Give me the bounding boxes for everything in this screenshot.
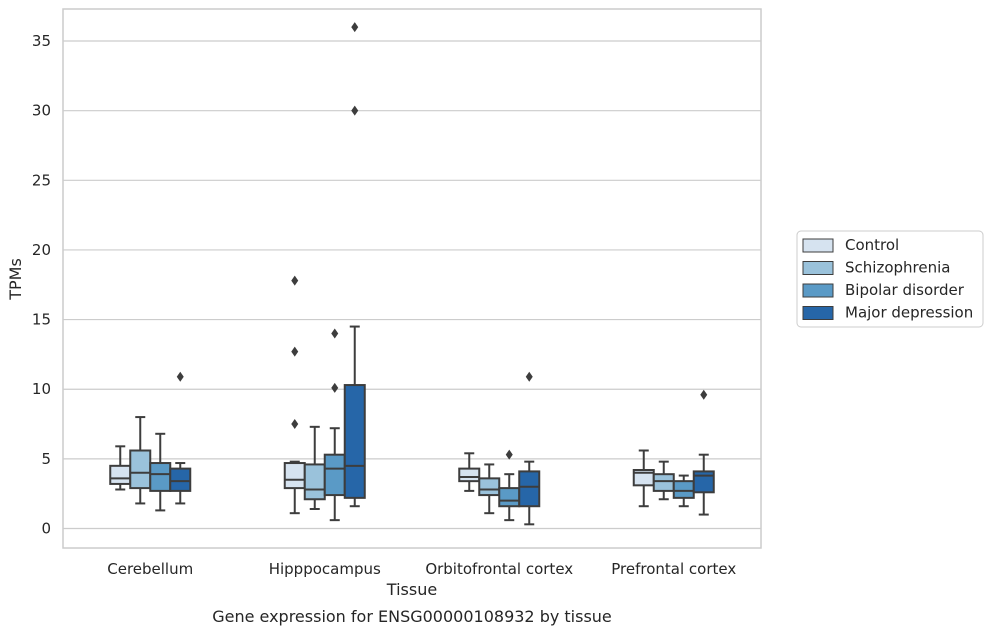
boxes	[109, 22, 715, 526]
x-tick-label: Prefrontal cortex	[611, 560, 736, 578]
box-body	[169, 467, 192, 492]
legend-label: Control	[845, 236, 899, 254]
outlier-point	[291, 346, 299, 357]
y-tick-labels: 0 5 10 15 20 25 30 35	[32, 32, 51, 537]
box-control	[458, 452, 481, 492]
outlier-point	[505, 449, 513, 460]
box-major-depression	[518, 371, 541, 526]
outlier-point	[331, 382, 339, 393]
chart-caption: Gene expression for ENSG00000108932 by t…	[212, 607, 612, 626]
y-tick-label: 5	[41, 450, 51, 468]
outlier-point	[291, 419, 299, 430]
outlier-point	[351, 22, 359, 33]
box-body	[343, 384, 366, 499]
y-tick-label: 20	[32, 241, 51, 259]
box-schizophrenia	[129, 416, 152, 505]
y-axis-title: TPMs	[6, 258, 25, 301]
box-bipolar-disorder	[149, 432, 172, 512]
box-bipolar-disorder	[672, 474, 695, 508]
legend-frame	[796, 230, 984, 328]
x-axis-title: Tissue	[386, 580, 437, 599]
gridlines	[63, 40, 761, 530]
legend-swatch	[802, 306, 834, 320]
x-tick-label: Orbitofrontal cortex	[425, 560, 573, 578]
box-control	[632, 449, 655, 508]
legend: Control Schizophrenia Bipolar disorder Majo…	[796, 230, 984, 328]
legend-swatch	[802, 261, 834, 275]
x-tick-label: Hipppocampus	[269, 560, 381, 578]
outlier-point	[176, 371, 184, 382]
x-tick-label: Cerebellum	[107, 560, 193, 578]
box-schizophrenia	[652, 460, 675, 501]
box-body	[283, 462, 306, 490]
box-body	[692, 470, 715, 494]
box-body	[149, 462, 172, 492]
box-body	[498, 487, 521, 508]
box-major-depression	[692, 389, 715, 516]
y-tick-label: 15	[32, 311, 51, 329]
box-body	[303, 463, 326, 501]
y-tick-label: 10	[32, 380, 51, 398]
legend-swatch	[802, 283, 834, 298]
box-bipolar-disorder	[323, 328, 346, 522]
x-tick-labels: Cerebellum Hipppocampus Orbitofrontal cort…	[107, 560, 736, 578]
box-schizophrenia	[303, 425, 326, 511]
outlier-point	[331, 328, 339, 339]
outlier-point	[351, 105, 359, 116]
outlier-point	[700, 389, 708, 400]
y-tick-label: 0	[41, 520, 51, 538]
box-bipolar-disorder	[498, 449, 521, 522]
box-major-depression	[169, 371, 192, 505]
box-control	[109, 445, 132, 491]
box-body	[458, 467, 481, 483]
box-schizophrenia	[478, 463, 501, 515]
legend-label: Major depression	[845, 304, 973, 322]
box-major-depression	[343, 22, 366, 508]
outlier-point	[291, 275, 299, 286]
box-body	[478, 477, 501, 497]
legend-swatch	[802, 238, 834, 253]
box-body	[129, 449, 152, 490]
plot-frame	[62, 8, 762, 549]
y-tick-label: 30	[32, 102, 51, 120]
box-body	[672, 480, 695, 499]
legend-label: Bipolar disorder	[845, 281, 965, 299]
legend-label: Schizophrenia	[845, 259, 950, 277]
outlier-point	[525, 371, 533, 382]
box-body	[109, 464, 132, 485]
box-body	[652, 473, 675, 492]
y-tick-label: 25	[32, 171, 51, 189]
box-body	[323, 453, 346, 497]
box-control	[283, 275, 306, 515]
y-tick-label: 35	[32, 32, 51, 50]
box-body	[518, 470, 541, 508]
